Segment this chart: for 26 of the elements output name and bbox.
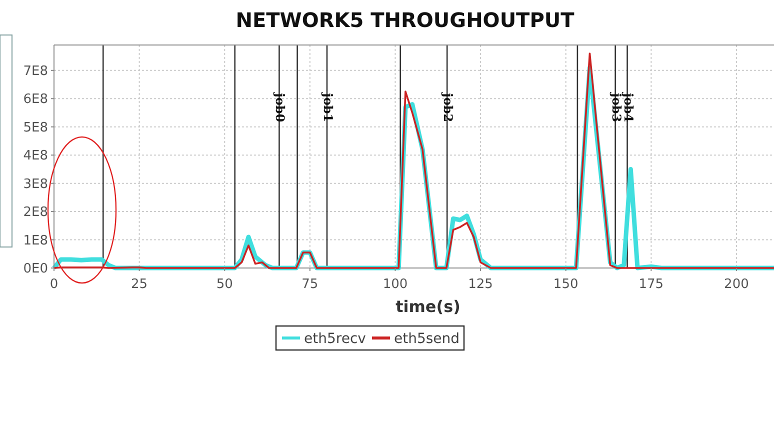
x-tick-label: 150 (553, 277, 578, 292)
ref-line-label: job3 (609, 92, 624, 122)
x-tick-label: 50 (216, 277, 233, 292)
x-tick-label: 25 (131, 277, 148, 292)
ref-line-label: job4 (621, 92, 636, 122)
y-tick-label: 5E8 (23, 120, 48, 136)
chart-title: NETWORK5 THROUGHOUTPUT (236, 8, 575, 32)
x-axis-title: time(s) (396, 297, 460, 316)
y-tick-label: 1E8 (23, 233, 48, 248)
x-tick-label: 75 (302, 277, 318, 292)
y-tick-label: 6E8 (23, 92, 48, 108)
x-tick-label: 100 (382, 277, 408, 292)
y-tick-label: 2E8 (23, 205, 48, 220)
x-tick-label: 200 (724, 277, 749, 292)
y-tick-label: 3E8 (23, 176, 48, 192)
ref-line-label: job2 (441, 92, 456, 122)
legend-label: eth5send (394, 331, 460, 347)
x-tick-label: 0 (50, 277, 58, 292)
ref-line-label: job0 (273, 92, 288, 122)
y-tick-label: 4E8 (23, 148, 48, 164)
legend-label: eth5recv (304, 331, 366, 347)
ref-line-label: job1 (320, 92, 335, 122)
y-tick-label: 0E0 (23, 262, 48, 276)
y-tick-label: 7E8 (23, 64, 48, 79)
x-tick-label: 175 (638, 277, 664, 292)
x-tick-label: 125 (468, 277, 493, 292)
